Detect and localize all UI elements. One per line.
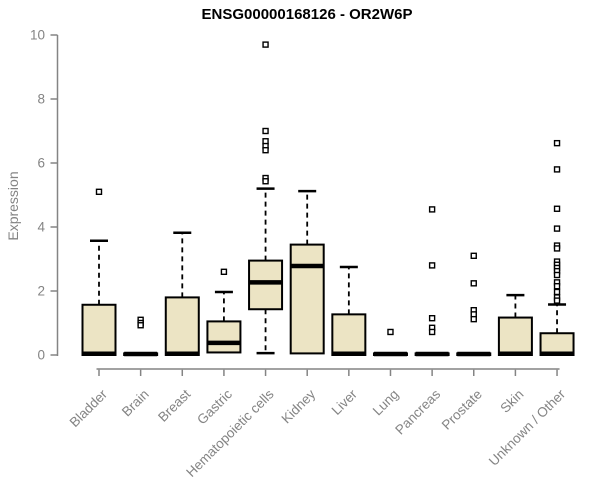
x-tick-label: Unknown / Other	[486, 386, 569, 469]
x-tick-label: Gastric	[194, 386, 235, 427]
y-tick-label: 0	[37, 348, 45, 363]
outlier-point	[262, 146, 269, 154]
outlier-point	[553, 288, 561, 296]
outlier-point	[137, 322, 144, 329]
outlier-point	[553, 271, 561, 279]
box	[164, 296, 200, 356]
y-tick-label: 10	[30, 28, 45, 43]
y-tick-label: 2	[37, 284, 45, 299]
outlier-point	[220, 268, 228, 275]
x-tick-label: Kidney	[279, 386, 319, 426]
x-tick-label: Pancreas	[392, 386, 443, 437]
outlier-point	[553, 245, 561, 252]
box	[331, 313, 367, 356]
box	[81, 303, 117, 357]
x-tick-label: Breast	[155, 386, 193, 424]
box	[497, 316, 533, 356]
x-tick-label: Lung	[370, 387, 402, 419]
outlier-point	[262, 41, 269, 48]
outlier-point	[262, 178, 269, 185]
outlier-point	[470, 280, 477, 287]
chart-title: ENSG00000168126 - OR2W6P	[201, 6, 413, 23]
box	[248, 259, 284, 311]
outlier-point	[428, 328, 436, 336]
box	[206, 320, 242, 354]
outlier-point	[387, 328, 394, 336]
x-tick-label: Prostate	[439, 387, 485, 433]
outlier-point	[470, 315, 477, 323]
outlier-point	[470, 252, 477, 260]
outlier-point	[553, 166, 561, 173]
outlier-point	[553, 205, 561, 212]
x-tick-label: Skin	[497, 387, 526, 416]
outlier-point	[553, 297, 561, 304]
box	[289, 243, 325, 355]
outlier-point	[553, 139, 561, 147]
outlier-point	[428, 206, 436, 213]
outlier-point	[553, 225, 561, 232]
x-tick-label: Brain	[119, 387, 152, 420]
x-tick-label: Bladder	[67, 386, 111, 430]
outlier-point	[428, 315, 436, 322]
y-tick-label: 8	[37, 92, 45, 107]
x-tick-label: Liver	[329, 386, 361, 418]
outlier-point	[262, 127, 269, 135]
outlier-point	[428, 262, 436, 269]
outlier-point	[95, 188, 103, 196]
outlier-point	[553, 283, 561, 290]
y-tick-label: 4	[37, 220, 45, 235]
y-tick-label: 6	[37, 156, 45, 171]
